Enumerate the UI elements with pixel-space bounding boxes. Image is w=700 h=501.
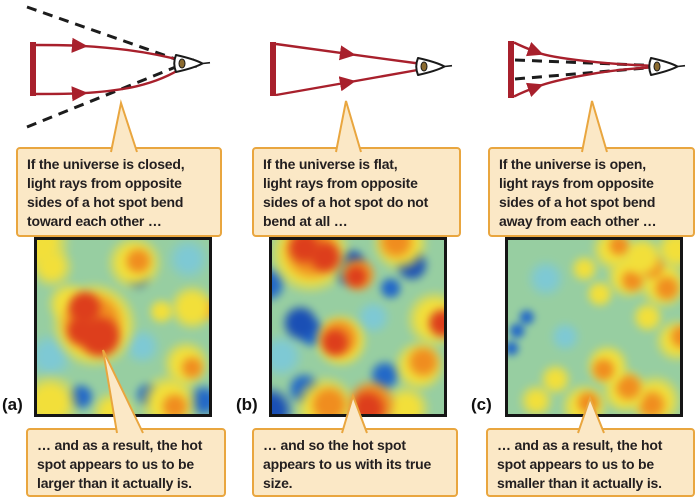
observer-eye-icon (415, 57, 453, 76)
callout-pointer (110, 99, 138, 153)
cmb-map-open (505, 237, 683, 417)
callout-closed-bottom-text: … and as a result, the hot spot appears … (37, 437, 203, 491)
ray-diagrams (26, 5, 686, 129)
panel-label-c: (c) (471, 395, 492, 414)
light-ray (349, 53, 427, 66)
apparent-ray-dashed-line (514, 58, 653, 67)
apparent-ray-dashed-line (26, 5, 199, 69)
panel-label-b: (b) (236, 395, 258, 414)
flat-universe-ray-diagram (270, 42, 453, 97)
cmb-map-flat (269, 237, 447, 417)
light-ray (537, 66, 661, 88)
callout-pointer (581, 100, 608, 153)
cmb-map-closed (34, 237, 212, 417)
callout-flat-top-text: If the universe is flat, light rays from… (263, 156, 429, 229)
light-ray (513, 41, 544, 57)
callout-open-top: If the universe is open, light rays from… (488, 147, 695, 237)
callout-flat-top: If the universe is flat, light rays from… (252, 147, 461, 237)
apparent-ray-dashed-line (514, 66, 653, 81)
observer-eye-icon (173, 54, 211, 73)
callout-open-top-text: If the universe is open, light rays from… (499, 156, 657, 229)
light-ray (81, 65, 186, 95)
callout-pointer (335, 100, 362, 153)
callout-open-bottom-text: … and as a result, the hot spot appears … (497, 437, 663, 491)
callout-closed-top: If the universe is closed, light rays fr… (16, 147, 222, 237)
cmb-texture (37, 240, 209, 414)
light-ray (349, 67, 427, 84)
open-universe-ray-diagram (508, 41, 686, 98)
light-ray (35, 37, 88, 53)
light-ray (537, 51, 661, 68)
closed-universe-ray-diagram (26, 5, 211, 129)
light-ray (513, 82, 544, 98)
callout-flat-bottom: … and so the hot spot appears to us with… (252, 428, 458, 497)
callout-flat-bottom-text: … and so the hot spot appears to us with… (263, 437, 432, 491)
apparent-ray-dashed-line (26, 56, 199, 129)
observer-eye-icon (648, 57, 686, 76)
light-ray (275, 42, 356, 61)
callout-closed-bottom: … and as a result, the hot spot appears … (26, 428, 226, 497)
cmb-texture (272, 240, 444, 414)
light-ray (81, 44, 186, 63)
light-ray (275, 76, 356, 97)
panel-label-a: (a) (2, 395, 23, 414)
cmb-texture (508, 240, 680, 414)
callout-closed-top-text: If the universe is closed, light rays fr… (27, 156, 185, 229)
light-ray (35, 86, 88, 102)
callout-open-bottom: … and as a result, the hot spot appears … (486, 428, 695, 497)
